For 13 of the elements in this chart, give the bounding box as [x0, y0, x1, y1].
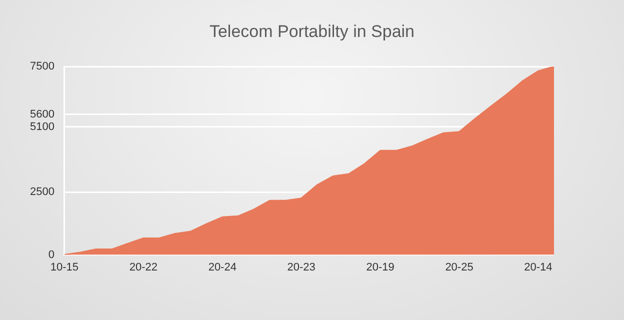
x-tick-label: 20-24 [208, 261, 236, 274]
x-tick-label: 20-19 [366, 261, 394, 274]
y-tick-label: 5600 [30, 108, 54, 120]
x-tick-label: 20-23 [287, 261, 316, 274]
chart-title: Telecom Portabilty in Spain [208, 22, 416, 42]
y-tick-label: 0 [48, 248, 54, 261]
y-tick-label: 7500 [30, 60, 54, 73]
x-tick-label: 20-25 [445, 261, 474, 274]
x-tick-label: 10-15 [50, 261, 79, 274]
x-tick-label: 20-22 [129, 261, 158, 274]
y-tick-label: 5100 [30, 120, 54, 133]
x-tick-label: 20-14 [524, 261, 552, 274]
y-tick-label: 2500 [30, 186, 54, 198]
